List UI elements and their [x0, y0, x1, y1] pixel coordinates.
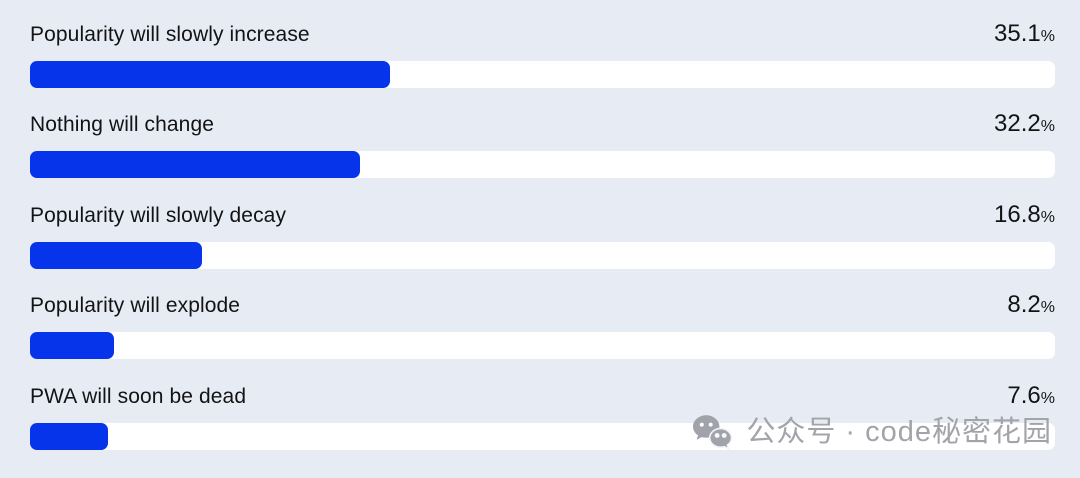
- bar-track: [30, 151, 1055, 178]
- bar-fill: [30, 151, 361, 178]
- bar-value: 35.1%: [994, 20, 1055, 47]
- bar-label: PWA will soon be dead: [30, 385, 247, 408]
- bar-track: [30, 61, 1055, 88]
- bar-value: 8.2%: [1007, 291, 1055, 318]
- bar-label: Nothing will change: [30, 113, 215, 136]
- bar-label: Popularity will slowly increase: [30, 23, 310, 46]
- bar-value: 7.6%: [1007, 382, 1055, 409]
- bar-label: Popularity will explode: [30, 294, 241, 317]
- bar-track: [30, 242, 1055, 269]
- chart-row: Popularity will slowly increase 35.1%: [30, 20, 1055, 88]
- percent-sign: %: [1040, 209, 1055, 226]
- bar-track: [30, 423, 1055, 450]
- percent-sign: %: [1040, 118, 1055, 135]
- bar-fill: [30, 242, 203, 269]
- bar-fill: [30, 423, 108, 450]
- bar-value: 32.2%: [994, 110, 1055, 137]
- watermark: 公众号 · code秘密花园: [692, 412, 1052, 452]
- chart-row: Nothing will change 32.2%: [30, 110, 1055, 178]
- bar-value: 16.8%: [994, 201, 1055, 228]
- chart-row: Popularity will explode 8.2%: [30, 291, 1055, 359]
- bar-fill: [30, 332, 115, 359]
- chart-row: Popularity will slowly decay 16.8%: [30, 201, 1055, 269]
- watermark-text: 公众号 · code秘密花园: [746, 416, 1052, 448]
- chart-row: PWA will soon be dead 7.6%: [30, 382, 1055, 450]
- wechat-icon: [692, 414, 733, 451]
- bar-label: Popularity will slowly decay: [30, 204, 287, 227]
- percent-sign: %: [1040, 390, 1055, 407]
- bar-fill: [30, 61, 390, 88]
- percent-sign: %: [1040, 299, 1055, 316]
- bar-track: [30, 332, 1055, 359]
- percent-sign: %: [1040, 28, 1055, 45]
